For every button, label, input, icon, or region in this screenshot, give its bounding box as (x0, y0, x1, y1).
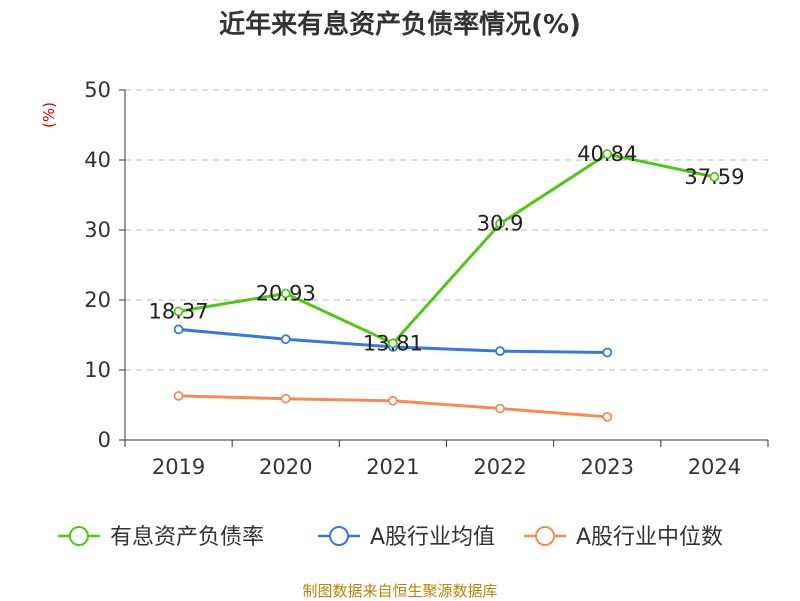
data-point (602, 411, 613, 422)
y-tick-label: 50 (84, 78, 111, 102)
data-point (495, 218, 505, 229)
data-point (173, 390, 184, 401)
data-point (280, 393, 291, 404)
x-tick-label: 2023 (581, 455, 634, 479)
x-tick-label: 2024 (688, 455, 741, 479)
legend-label: 有息资产负债率 (110, 525, 264, 550)
y-tick-label: 20 (84, 288, 111, 312)
legend-label: A股行业中位数 (576, 525, 723, 550)
data-point (602, 149, 613, 160)
chart-title: 近年来有息资产负债率情况(%) (219, 10, 581, 40)
y-tick-label: 0 (98, 428, 111, 452)
data-point (602, 347, 613, 358)
data-label: 20.93 (256, 281, 316, 305)
data-point (495, 403, 505, 414)
legend-label: A股行业均值 (370, 525, 495, 550)
source-note: 制图数据来自恒生聚源数据库 (302, 582, 498, 600)
x-tick-label: 2019 (152, 455, 205, 479)
data-point (173, 324, 184, 335)
x-tick-label: 2022 (473, 455, 526, 479)
x-tick-label: 2020 (259, 455, 312, 479)
data-point (280, 288, 291, 299)
legend-marker (69, 526, 89, 546)
x-tick-label: 2021 (366, 455, 419, 479)
data-point (709, 171, 720, 182)
data-point (495, 346, 505, 357)
y-tick-label: 30 (84, 218, 111, 242)
data-label: 40.84 (577, 142, 637, 166)
data-point (388, 338, 398, 349)
data-label: 18.37 (149, 299, 209, 323)
data-point (280, 334, 291, 345)
series-line (178, 152, 715, 345)
data-label: 13.81 (363, 331, 423, 355)
data-point (173, 306, 184, 317)
data-label: 30.9 (477, 212, 524, 236)
data-label: 37.59 (684, 165, 744, 189)
legend-marker (329, 526, 349, 546)
legend-marker (535, 526, 555, 546)
y-tick-label: 40 (84, 148, 111, 172)
data-point (388, 395, 398, 406)
y-tick-label: 10 (84, 358, 111, 382)
